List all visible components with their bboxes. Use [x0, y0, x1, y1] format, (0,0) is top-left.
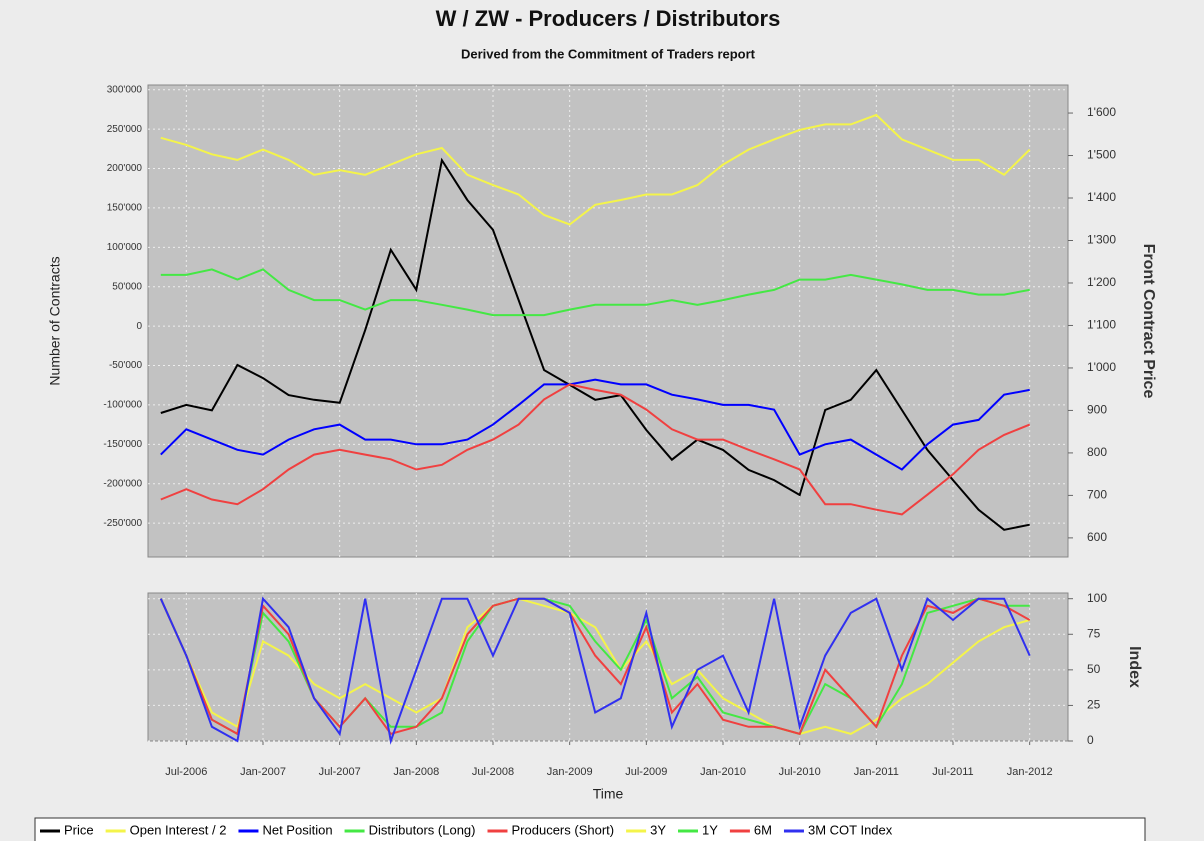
y-tick-label: 50'000 — [112, 281, 142, 292]
series-line — [160, 378, 1030, 471]
x-tick-label: Jul-2007 — [319, 766, 361, 778]
legend — [34, 817, 1146, 841]
y2-tick-label: 1'500 — [1087, 148, 1116, 162]
legend-label: Producers (Short) — [512, 822, 615, 837]
y-tick-label: 100'000 — [107, 242, 143, 253]
series-line — [160, 383, 1031, 516]
legend-label: Distributors (Long) — [369, 822, 476, 837]
x-axis-label: Time — [593, 786, 624, 802]
x-tick-label: Jul-2010 — [779, 766, 821, 778]
y2-tick-label: 1'600 — [1087, 105, 1116, 119]
y2-tick-label: 600 — [1087, 530, 1107, 544]
y2-tick-label: 900 — [1087, 403, 1107, 417]
legend-label: 3M COT Index — [808, 822, 893, 837]
y-tick-label: -250'000 — [103, 518, 142, 529]
series-line — [160, 268, 1030, 317]
x-tick-label: Jan-2008 — [393, 766, 439, 778]
y-tick-label: -50'000 — [109, 360, 142, 371]
x-tick-label: Jan-2011 — [854, 766, 899, 778]
y-axis-label: Number of Contracts — [47, 256, 63, 385]
legend-label: Open Interest / 2 — [130, 822, 227, 837]
x-tick-label: Jul-2008 — [472, 766, 514, 778]
y-tick-label: -200'000 — [103, 478, 142, 489]
x-tick-label: Jan-2010 — [700, 766, 746, 778]
legend-label: 3Y — [650, 822, 666, 837]
y-tick-label: -150'000 — [103, 439, 142, 450]
legend-label: Price — [64, 822, 94, 837]
x-tick-label: Jan-2009 — [547, 766, 593, 778]
y-tick-label: 300'000 — [107, 84, 143, 95]
y-tick-label: 200'000 — [107, 163, 143, 174]
y2-tick-label: 100 — [1087, 591, 1107, 605]
y-tick-label: 150'000 — [107, 203, 143, 214]
legend-label: Net Position — [262, 822, 332, 837]
chart-title: W / ZW - Producers / Distributors — [436, 6, 781, 31]
y2-tick-label: 75 — [1087, 626, 1101, 640]
y2-tick-label: 700 — [1087, 488, 1107, 502]
x-tick-label: Jul-2006 — [165, 766, 207, 778]
chart-subtitle: Derived from the Commitment of Traders r… — [461, 46, 756, 61]
y2-tick-label: 1'400 — [1087, 190, 1116, 204]
plot-area — [147, 84, 1069, 558]
x-tick-label: Jul-2011 — [932, 766, 973, 778]
series-line — [160, 157, 1030, 531]
y-tick-label: 250'000 — [107, 124, 143, 135]
y2-tick-label: 1'200 — [1087, 275, 1116, 289]
y-tick-label: 0 — [136, 321, 142, 332]
series-line — [160, 113, 1031, 226]
series-line — [159, 596, 1031, 745]
y2-tick-label: 1'100 — [1087, 318, 1116, 332]
y2-axis-label: Index — [1126, 646, 1143, 688]
x-tick-label: Jan-2012 — [1007, 766, 1053, 778]
legend-label: 6M — [754, 822, 772, 837]
legend-label: 1Y — [702, 822, 718, 837]
y2-tick-label: 1'000 — [1087, 360, 1116, 374]
x-tick-label: Jul-2009 — [625, 766, 667, 778]
y2-tick-label: 50 — [1087, 662, 1101, 676]
y2-tick-label: 800 — [1087, 445, 1107, 459]
y2-tick-label: 1'300 — [1087, 233, 1116, 247]
y2-tick-label: 25 — [1087, 698, 1101, 712]
x-tick-label: Jan-2007 — [240, 766, 286, 778]
y2-tick-label: 0 — [1087, 733, 1094, 747]
y-tick-label: -100'000 — [103, 400, 142, 411]
y2-axis-label: Front Contract Price — [1140, 244, 1157, 399]
plot-area — [147, 592, 1069, 742]
